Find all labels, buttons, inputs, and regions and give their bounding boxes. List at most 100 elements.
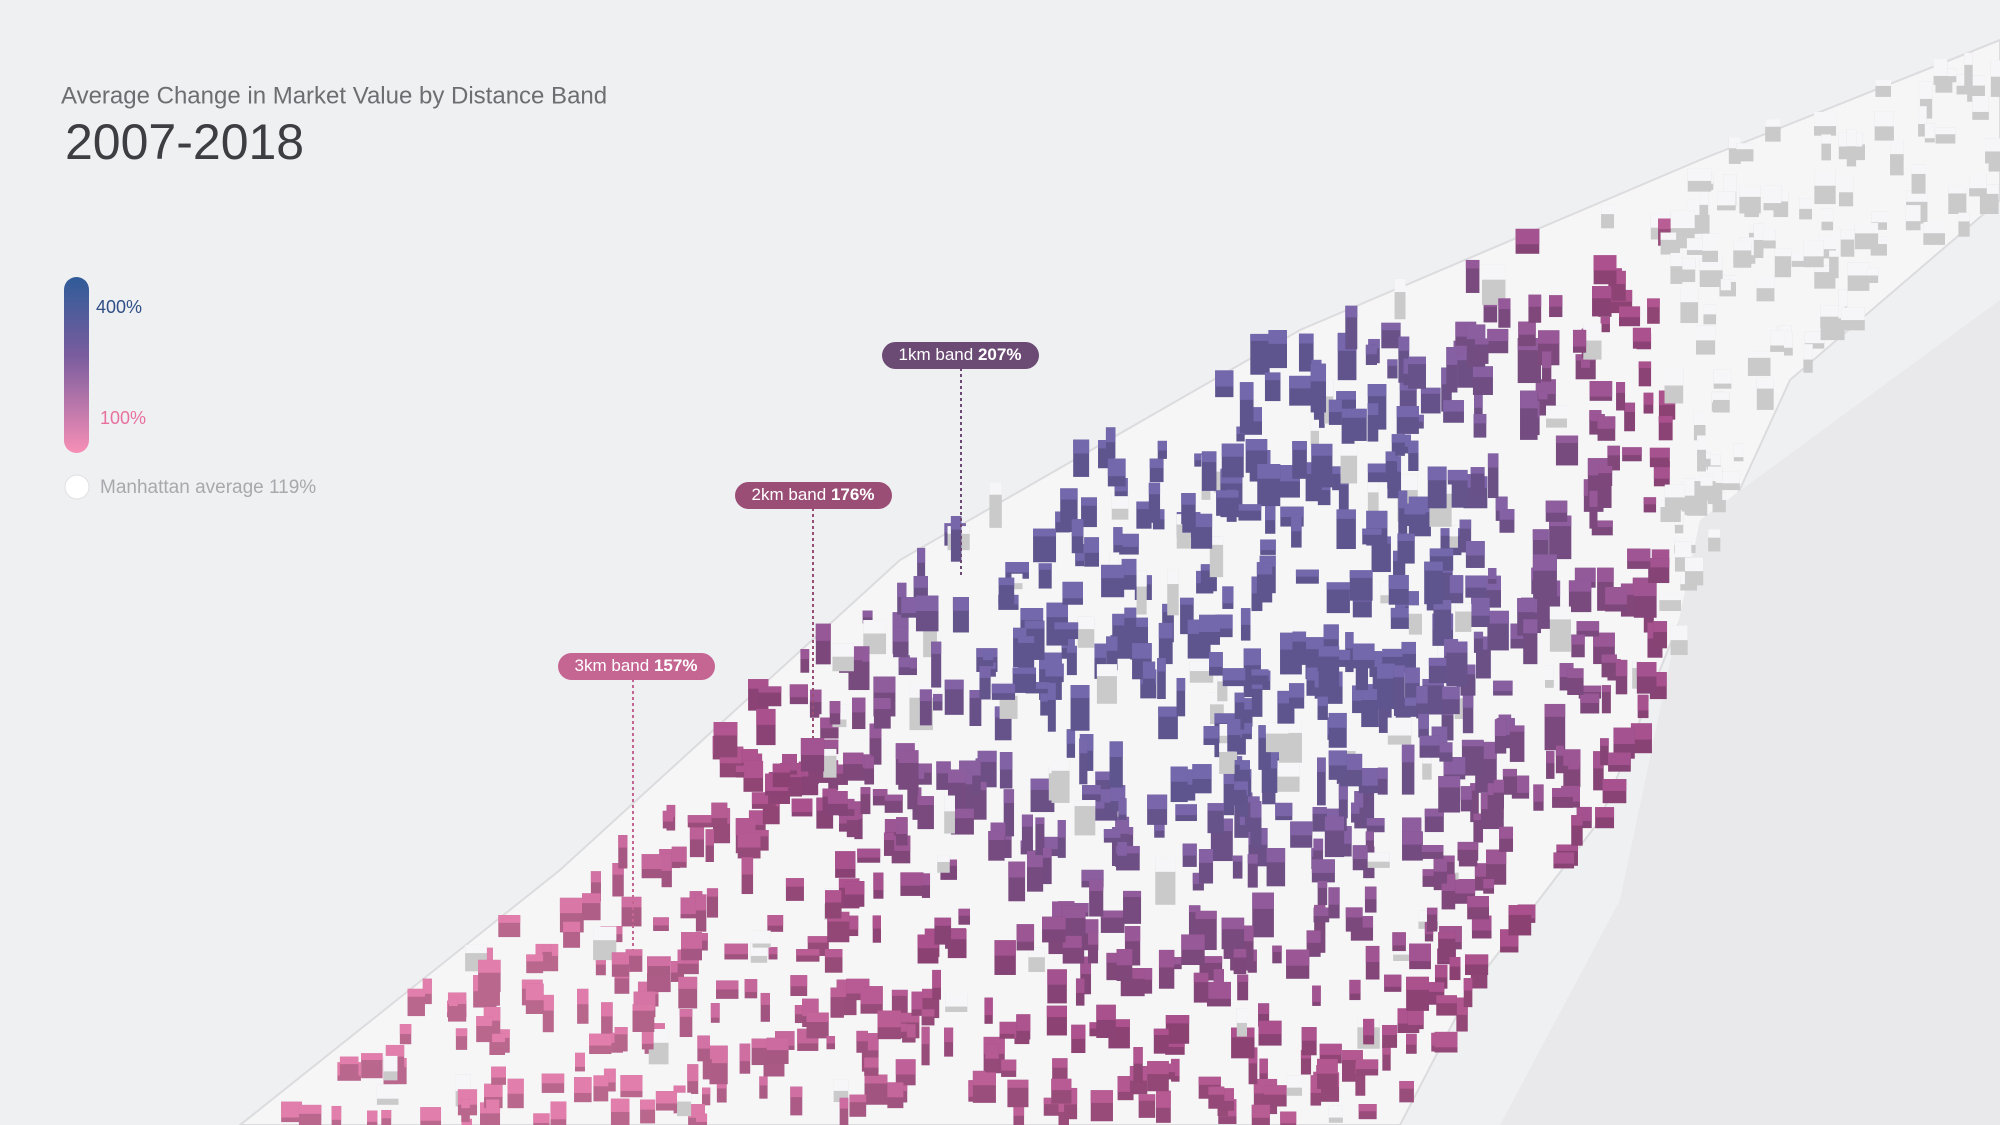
building-top	[1608, 752, 1631, 766]
building-top	[989, 482, 1002, 495]
building-top	[724, 943, 748, 955]
building-side	[1364, 886, 1377, 913]
building-top	[1679, 258, 1696, 270]
building-top	[1051, 759, 1070, 771]
building-side	[1300, 1049, 1312, 1075]
building-top	[1062, 905, 1086, 919]
building-top	[1058, 1096, 1069, 1112]
building-top	[743, 760, 764, 778]
building-top	[1653, 621, 1668, 633]
building-top	[1438, 932, 1456, 939]
building-top	[1956, 74, 1969, 86]
building-side	[449, 997, 458, 1018]
building-top	[1728, 137, 1741, 149]
building-top	[1132, 643, 1152, 659]
building-top	[1153, 1028, 1169, 1036]
building-top	[1421, 982, 1445, 992]
building-top	[1803, 344, 1813, 360]
building-top	[1313, 907, 1330, 917]
building-top	[1972, 95, 1989, 112]
building-top	[1438, 776, 1461, 788]
building-side	[1012, 667, 1037, 693]
building-top	[1096, 664, 1117, 677]
building-side	[1002, 832, 1012, 858]
building-top	[950, 808, 974, 819]
building-top	[1081, 869, 1104, 881]
building-side	[1580, 360, 1590, 377]
building-top	[610, 1098, 630, 1112]
building-top	[677, 1092, 692, 1102]
building-top	[864, 1057, 879, 1068]
building-top	[1941, 68, 1957, 77]
building-top	[1532, 529, 1549, 540]
building-top	[1364, 886, 1377, 900]
building-top	[760, 992, 770, 1005]
building-top	[526, 954, 544, 962]
building-top	[1298, 333, 1314, 344]
building-side	[1408, 440, 1419, 471]
building-side	[1324, 379, 1334, 424]
building-top	[525, 983, 544, 1001]
building-top	[1458, 843, 1478, 850]
building-top	[542, 945, 552, 952]
building-top	[1394, 278, 1406, 293]
building-top	[1251, 669, 1269, 676]
building-top	[1595, 807, 1615, 818]
building-top	[741, 857, 754, 875]
building-top	[1219, 743, 1235, 752]
building-top	[860, 787, 871, 795]
building-side	[919, 689, 932, 726]
building-top	[1756, 377, 1774, 389]
building-top	[1292, 631, 1307, 642]
building-top	[1398, 336, 1410, 351]
building-top	[1693, 411, 1706, 426]
building-side	[1462, 689, 1474, 734]
building-side	[921, 1026, 930, 1066]
building-top	[921, 873, 931, 886]
building-top	[620, 1075, 643, 1091]
building-side	[950, 516, 962, 562]
building-top	[1574, 567, 1596, 582]
building-top	[1465, 259, 1480, 269]
building-top	[489, 1033, 506, 1043]
building-top	[1193, 972, 1209, 983]
building-top	[1005, 562, 1029, 573]
building-top	[1203, 726, 1219, 739]
building-top	[1684, 557, 1704, 572]
building-top	[1483, 878, 1495, 889]
building-top	[1533, 554, 1557, 571]
building-top	[1905, 205, 1921, 222]
building-top	[1222, 668, 1246, 681]
building-top	[1472, 366, 1493, 378]
building-top	[748, 679, 769, 689]
building-top	[915, 595, 939, 612]
building-top	[533, 1113, 550, 1124]
building-side	[839, 1097, 849, 1125]
building-top	[1390, 607, 1413, 618]
building-top	[1397, 474, 1418, 491]
building-top	[1591, 520, 1613, 528]
building-top	[1147, 794, 1168, 810]
building-top	[1643, 497, 1657, 505]
building-side	[1964, 52, 1973, 87]
building-side	[1382, 1045, 1391, 1071]
building-top	[1405, 667, 1420, 684]
building-top	[1385, 451, 1396, 462]
building-top	[1358, 1104, 1377, 1112]
building-top	[1024, 620, 1045, 629]
building-top	[1335, 649, 1351, 660]
building-side	[1473, 813, 1484, 843]
building-top	[1402, 817, 1422, 835]
building-side	[1546, 750, 1555, 779]
building-top	[1201, 451, 1217, 463]
building-top	[1670, 625, 1688, 641]
building-top	[1419, 735, 1440, 746]
building-top	[1616, 382, 1626, 393]
building-top	[1948, 185, 1967, 194]
building-top	[1124, 607, 1137, 618]
building-top	[1874, 111, 1894, 127]
building-side	[1408, 356, 1426, 389]
building-side	[1326, 582, 1350, 614]
building-top	[1462, 689, 1474, 708]
building-side	[931, 641, 942, 688]
